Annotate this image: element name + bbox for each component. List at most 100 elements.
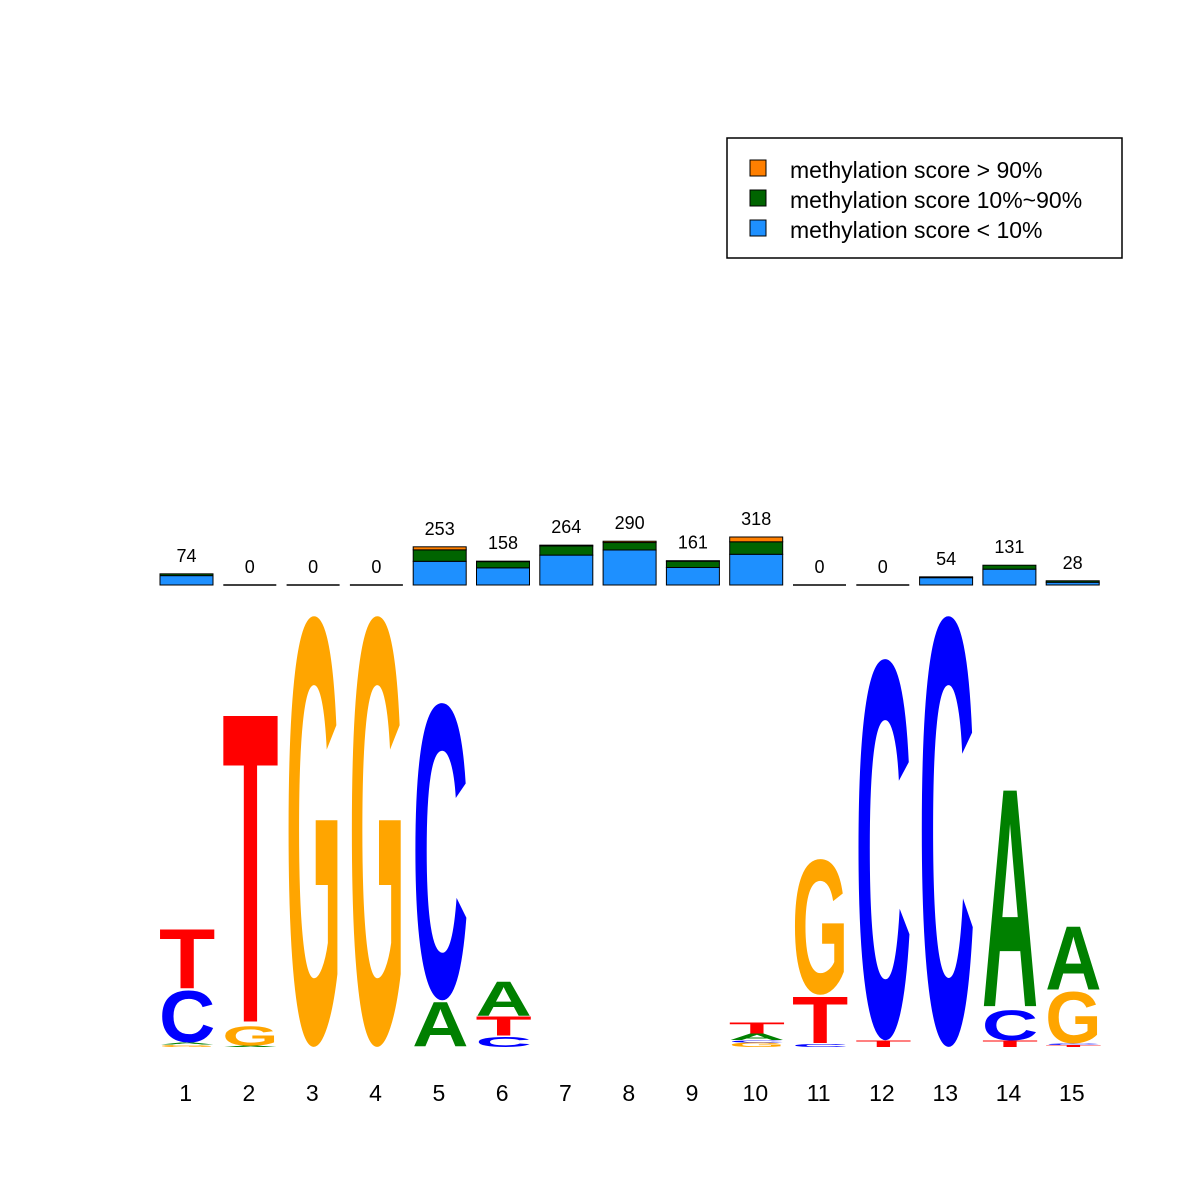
logo-letter-A: A — [476, 971, 532, 1026]
logo-letter-A: A — [412, 989, 468, 1061]
position-label: 9 — [686, 1080, 699, 1106]
methylation-segment-mid — [412, 549, 467, 562]
methylation-bars: 74 0 0 0 253 158 264 290 161 318 0 0 54 131 28 — [159, 509, 1100, 586]
logo-letter-G: G — [159, 1044, 215, 1047]
x-axis-labels: 1 2 3 4 5 6 7 8 9 10 11 12 13 14 15 — [179, 1080, 1084, 1106]
logo-letter-T: T — [159, 912, 215, 1007]
legend-box — [726, 137, 1123, 259]
methylation-bar-5 — [412, 546, 467, 586]
methylation-bar-9 — [665, 560, 720, 586]
methylation-count-label: 0 — [245, 557, 255, 577]
logo-letter-T: T — [1045, 1044, 1102, 1047]
logo-letter-C: C — [855, 549, 911, 1149]
position-label: 2 — [243, 1080, 256, 1106]
methylation-segment-low — [476, 567, 530, 586]
position-label: 7 — [559, 1080, 572, 1106]
methylation-segment-mid — [602, 542, 657, 551]
position-label: 5 — [432, 1080, 445, 1106]
methylation-segment-low — [159, 575, 214, 586]
methylation-count-label: 253 — [425, 519, 455, 539]
methylation-count-label: 0 — [814, 557, 824, 577]
logo-letter-T: T — [855, 1039, 911, 1049]
methylation-segment-mid — [1045, 580, 1100, 583]
methylation-count-label: 0 — [371, 557, 381, 577]
logo-letter-C: C — [476, 1033, 532, 1050]
methylation-bar-14 — [982, 564, 1037, 586]
methylation-count-label: 74 — [176, 546, 196, 566]
position-label: 14 — [996, 1080, 1022, 1106]
methylation-segment-mid — [539, 545, 594, 556]
logo-letter-C: C — [159, 977, 215, 1058]
position-label: 10 — [743, 1080, 769, 1106]
logo-letter-G: G — [349, 490, 405, 1170]
position-label: 11 — [807, 1080, 831, 1106]
methylation-segment-high — [539, 544, 594, 547]
legend-label-mid: methylation score 10%~90% — [790, 187, 1082, 213]
methylation-segment-high — [602, 540, 657, 544]
logo-letter-G: G — [1045, 978, 1101, 1059]
methylation-count-label: 290 — [615, 513, 645, 533]
logo-letter-A: A — [159, 1042, 215, 1045]
methylation-segment-mid — [159, 573, 214, 577]
legend-label-low: methylation score < 10% — [790, 217, 1043, 243]
methylation-segment-low — [729, 553, 784, 586]
methylation-bar-6 — [476, 560, 530, 586]
methylation-count-label: 131 — [994, 537, 1024, 557]
logo-letter-T: T — [729, 1020, 785, 1037]
methylation-count-label: 0 — [308, 557, 318, 577]
position-label: 12 — [869, 1080, 895, 1106]
logo-letter-A: A — [1045, 907, 1101, 1009]
methylation-count-label: 0 — [878, 557, 888, 577]
methylation-segment-mid — [665, 560, 720, 569]
methylation-segment-mid — [729, 541, 784, 555]
legend-swatch-high — [749, 159, 767, 177]
logo-letter-G: G — [729, 1041, 785, 1048]
methylation-segment-low — [539, 554, 594, 586]
methylation-segment-high — [412, 546, 467, 551]
logo-letter-C: C — [729, 1040, 785, 1043]
logo-letter-C: C — [982, 1002, 1038, 1049]
logo-letter-T: T — [792, 983, 848, 1058]
logo-letter-C: C — [412, 617, 468, 1086]
methylation-segment-low — [412, 560, 467, 586]
methylation-bar-8 — [602, 540, 657, 586]
legend-label-high: methylation score > 90% — [790, 157, 1043, 183]
logo-letter-T: T — [982, 1039, 1038, 1049]
logo-letter-A: A — [982, 723, 1038, 1073]
logo-letter-C: C — [1045, 1043, 1101, 1045]
methylation-bar-7 — [539, 544, 594, 586]
position-label: 3 — [306, 1080, 319, 1106]
methylation-count-label: 161 — [678, 533, 708, 553]
position-label: 1 — [179, 1080, 192, 1106]
logo-letter-G: G — [222, 1021, 278, 1052]
logo-letter-T: T — [222, 620, 278, 1116]
methylation-count-label: 158 — [488, 533, 518, 553]
methylation-segment-high — [729, 536, 784, 543]
methylation-segment-low — [665, 567, 720, 586]
methylation-count-label: 28 — [1063, 553, 1083, 573]
methylation-segment-mid — [919, 576, 974, 579]
logo-letter-G: G — [792, 820, 848, 1034]
position-label: 8 — [622, 1080, 635, 1106]
legend-swatch-mid — [749, 189, 767, 207]
methylation-bar-1 — [159, 573, 214, 586]
position-label: 13 — [932, 1080, 958, 1106]
legend-swatch-low — [749, 219, 767, 237]
methylation-count-label: 318 — [741, 509, 771, 529]
methylation-bar-15 — [1045, 580, 1100, 586]
methylation-segment-mid — [476, 561, 530, 569]
logo-letter-A: A — [729, 1032, 785, 1042]
methylation-bar-10 — [729, 536, 784, 586]
logo-letter-T: T — [476, 1011, 532, 1042]
methylation-segment-low — [982, 568, 1037, 586]
logo-letter-G: G — [286, 490, 342, 1170]
methylation-segment-low — [602, 549, 657, 586]
position-label: 6 — [496, 1080, 509, 1106]
logo-letter-C: C — [792, 1043, 848, 1048]
methylation-bar-13 — [919, 576, 974, 586]
legend: methylation score > 90% methylation scor… — [726, 137, 1123, 259]
methylation-segment-mid — [982, 564, 1037, 570]
logo-letter-C: C — [919, 490, 975, 1170]
